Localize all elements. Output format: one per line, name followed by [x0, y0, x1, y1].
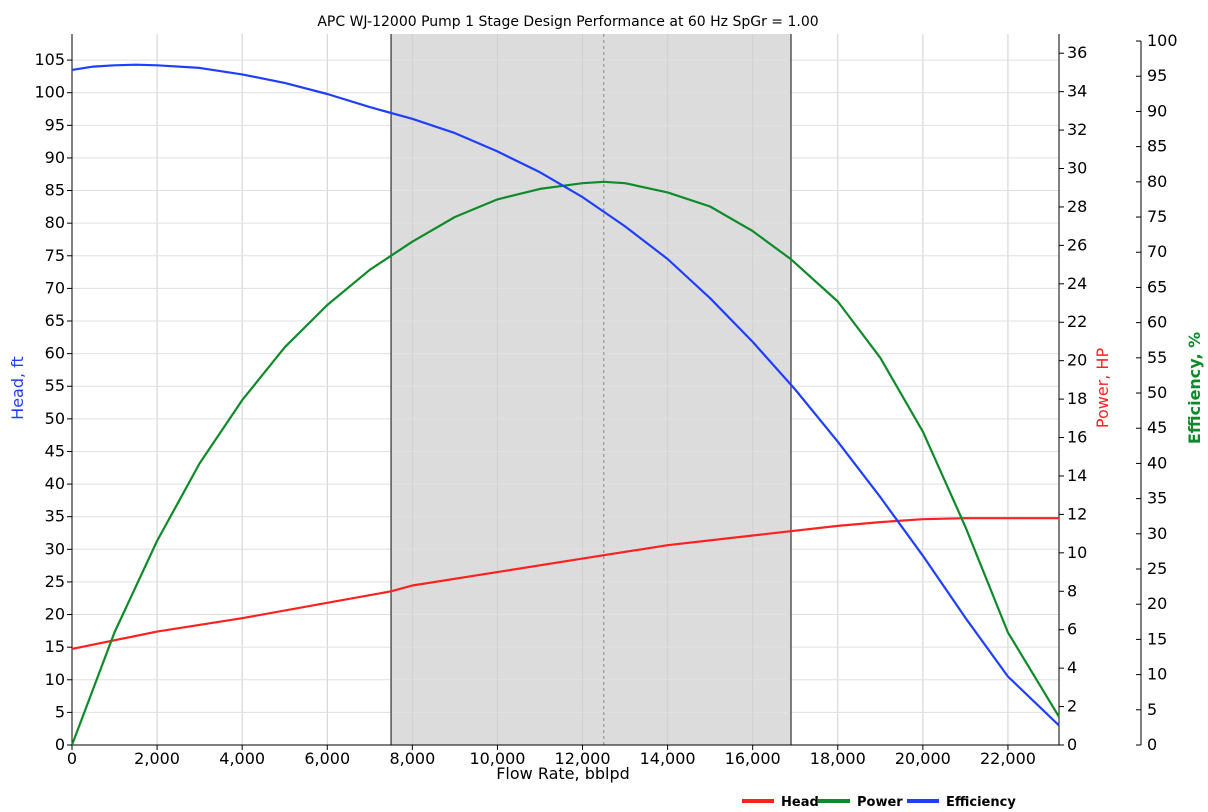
efficiency-tick-label: 55	[1147, 348, 1167, 367]
head-tick-label: 85	[45, 181, 65, 200]
efficiency-tick-label: 90	[1147, 101, 1167, 120]
head-tick-label: 55	[45, 376, 65, 395]
efficiency-tick-label: 35	[1147, 489, 1167, 508]
power-tick-label: 28	[1067, 197, 1087, 216]
power-tick-label: 32	[1067, 120, 1087, 139]
power-tick-label: 8	[1067, 581, 1077, 600]
legend-label-power: Power	[857, 795, 903, 810]
head-tick-label: 100	[34, 83, 65, 102]
head-tick-label: 90	[45, 148, 65, 167]
efficiency-tick-label: 50	[1147, 383, 1167, 402]
operating-range	[391, 34, 791, 745]
power-tick-label: 18	[1067, 389, 1087, 408]
x-axis-label: Flow Rate, bblpd	[496, 764, 630, 783]
efficiency-tick-label: 65	[1147, 277, 1167, 296]
head-tick-label: 50	[45, 409, 65, 428]
legend-label-efficiency: Efficiency	[946, 795, 1016, 810]
x-tick-label: 2,000	[134, 749, 180, 768]
head-tick-label: 60	[45, 344, 65, 363]
x-tick-label: 0	[67, 749, 77, 768]
efficiency-axis-ticks: 0 5 10 15 20 25 30 35 40 45 50 55 60 65 70 75 80 85 90 95 10…	[1136, 31, 1178, 754]
head-tick-label: 70	[45, 278, 65, 297]
efficiency-tick-label: 60	[1147, 313, 1167, 332]
power-tick-label: 20	[1067, 351, 1087, 370]
efficiency-tick-label: 20	[1147, 594, 1167, 613]
head-tick-label: 0	[55, 735, 65, 754]
head-tick-label: 20	[45, 605, 65, 624]
operating-range-band	[391, 34, 791, 745]
head-axis-label: Head, ft	[8, 356, 27, 420]
efficiency-tick-label: 95	[1147, 66, 1167, 85]
efficiency-tick-label: 100	[1147, 31, 1178, 50]
head-tick-label: 105	[34, 50, 65, 69]
efficiency-tick-label: 40	[1147, 453, 1167, 472]
x-tick-label: 8,000	[389, 749, 435, 768]
head-tick-label: 45	[45, 441, 65, 460]
head-tick-label: 25	[45, 572, 65, 591]
power-tick-label: 26	[1067, 235, 1087, 254]
efficiency-tick-label: 15	[1147, 629, 1167, 648]
x-tick-label: 18,000	[810, 749, 866, 768]
head-tick-label: 65	[45, 311, 65, 330]
efficiency-tick-label: 0	[1147, 735, 1157, 754]
x-tick-label: 4,000	[219, 749, 265, 768]
x-tick-label: 12,000	[555, 749, 611, 768]
legend: Head Power Efficiency	[742, 795, 1016, 810]
head-tick-label: 35	[45, 507, 65, 526]
series-lines	[70, 63, 1060, 746]
series-line-efficiency	[71, 63, 1060, 727]
power-tick-label: 12	[1067, 504, 1087, 523]
power-tick-label: 2	[1067, 697, 1077, 716]
efficiency-tick-label: 10	[1147, 665, 1167, 684]
power-tick-label: 6	[1067, 620, 1077, 639]
chart-title: APC WJ-12000 Pump 1 Stage Design Perform…	[317, 14, 818, 30]
power-tick-label: 16	[1067, 428, 1087, 447]
head-tick-label: 15	[45, 637, 65, 656]
efficiency-tick-label: 75	[1147, 207, 1167, 226]
power-tick-label: 14	[1067, 466, 1087, 485]
x-tick-label: 10,000	[469, 749, 525, 768]
head-tick-label: 10	[45, 670, 65, 689]
efficiency-axis-label: Efficiency, %	[1185, 332, 1204, 444]
head-tick-label: 80	[45, 213, 65, 232]
efficiency-tick-label: 5	[1147, 700, 1157, 719]
power-tick-label: 22	[1067, 312, 1087, 331]
efficiency-tick-label: 70	[1147, 242, 1167, 261]
power-tick-label: 24	[1067, 274, 1087, 293]
head-tick-label: 75	[45, 246, 65, 265]
x-axis-ticks: 0 2,000 4,000 6,000 8,000 10,000 12,000 14,000 1…	[67, 745, 1036, 768]
x-tick-label: 22,000	[980, 749, 1036, 768]
power-axis-label: Power, HP	[1093, 348, 1112, 429]
power-tick-label: 30	[1067, 159, 1087, 178]
efficiency-tick-label: 30	[1147, 524, 1167, 543]
x-tick-label: 6,000	[304, 749, 350, 768]
head-tick-label: 30	[45, 539, 65, 558]
power-tick-label: 4	[1067, 658, 1077, 677]
head-tick-label: 95	[45, 115, 65, 134]
head-tick-label: 40	[45, 474, 65, 493]
efficiency-tick-label: 45	[1147, 418, 1167, 437]
series-line-head	[71, 517, 1059, 650]
efficiency-tick-label: 25	[1147, 559, 1167, 578]
x-tick-label: 14,000	[640, 749, 696, 768]
efficiency-tick-label: 85	[1147, 137, 1167, 156]
x-tick-label: 16,000	[725, 749, 781, 768]
power-tick-label: 36	[1067, 43, 1087, 62]
power-tick-label: 10	[1067, 543, 1087, 562]
legend-label-head: Head	[781, 795, 819, 810]
head-axis-ticks: 0 5 10 15 20 25 30 35 40 45 50 55 60 65 70 75 80 85 90 95 10…	[34, 50, 72, 754]
x-tick-label: 20,000	[895, 749, 951, 768]
power-tick-label: 34	[1067, 82, 1087, 101]
efficiency-tick-label: 80	[1147, 172, 1167, 191]
series-line-power	[70, 180, 1060, 746]
head-tick-label: 5	[55, 702, 65, 721]
power-tick-label: 0	[1067, 735, 1077, 754]
gridlines	[72, 34, 1059, 745]
